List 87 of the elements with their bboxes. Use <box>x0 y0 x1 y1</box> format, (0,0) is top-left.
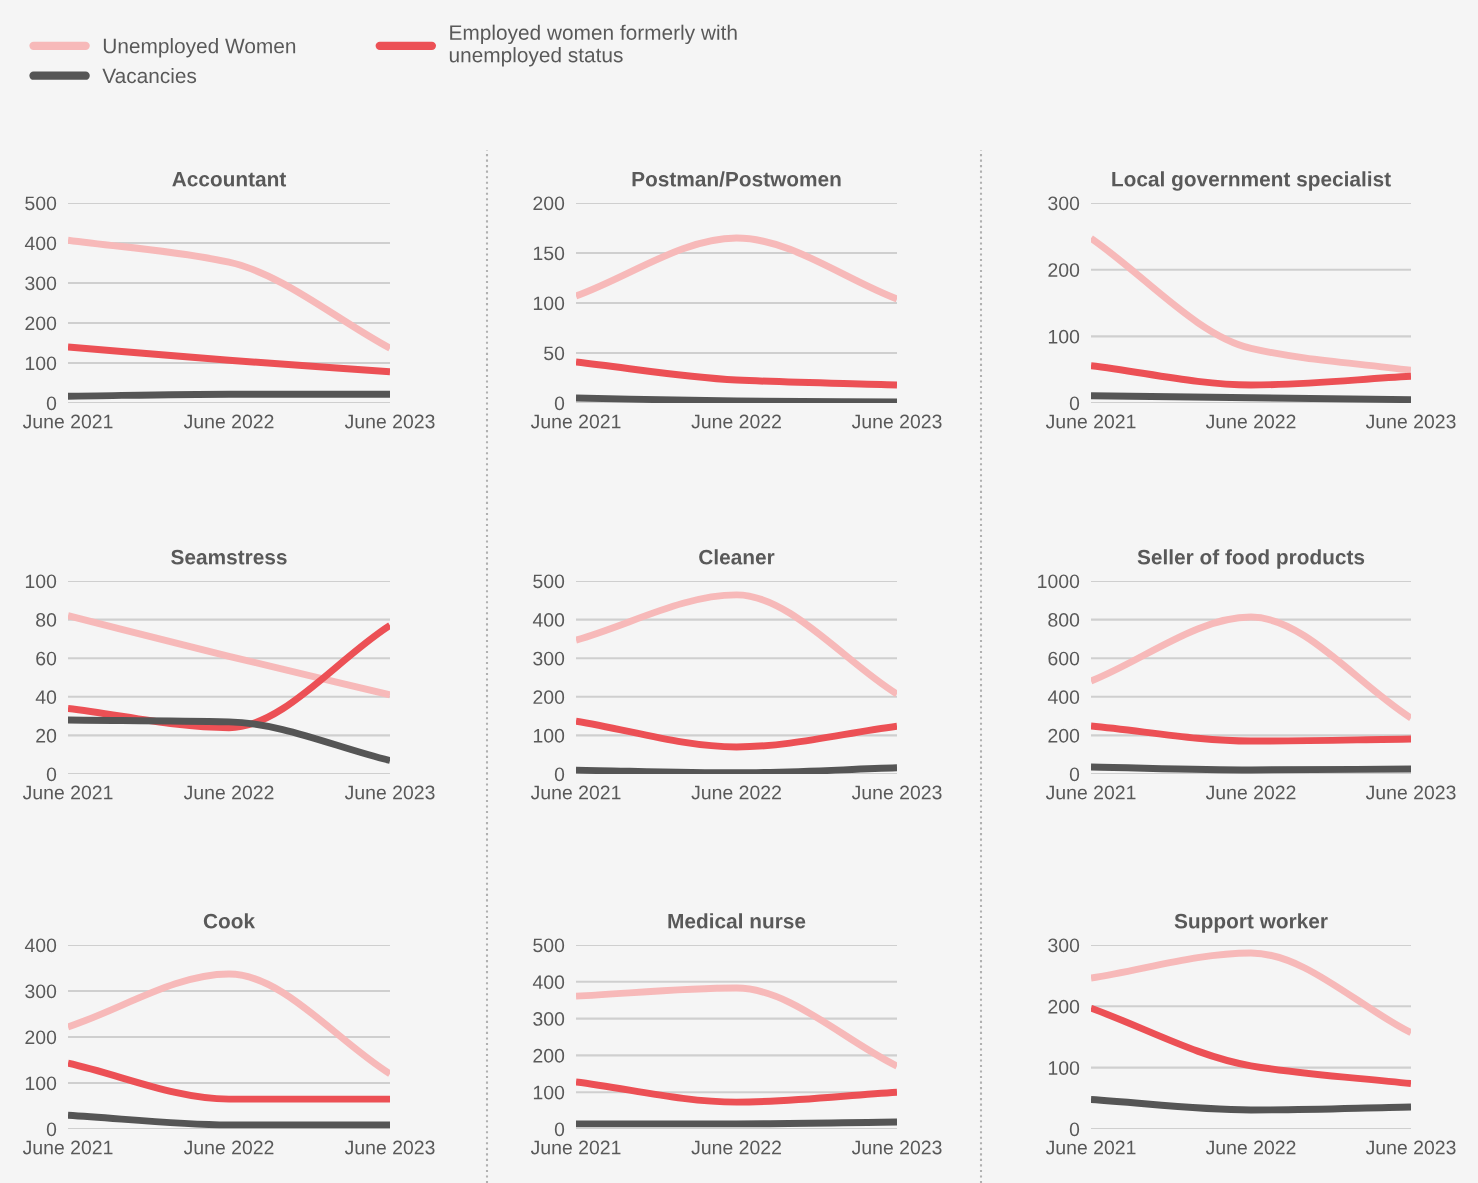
x-tick-label: June 2022 <box>1205 785 1296 800</box>
chart-title: Accountant <box>172 172 287 187</box>
x-tick-label: June 2021 <box>1045 414 1136 429</box>
y-tick-label: 150 <box>533 246 565 261</box>
x-tick-label: June 2023 <box>851 1140 942 1155</box>
y-tick-label: 80 <box>36 613 57 627</box>
x-tick-label: June 2021 <box>22 785 113 800</box>
x-tick-label: June 2021 <box>530 785 621 800</box>
y-tick-label: 300 <box>1048 196 1080 211</box>
y-tick-label: 100 <box>25 1076 57 1091</box>
y-tick-label: 0 <box>46 1122 57 1137</box>
chart-title: Seamstress <box>171 549 287 565</box>
x-tick-label: June 2021 <box>1045 785 1136 800</box>
x-tick-label: June 2021 <box>530 414 621 429</box>
y-tick-label: 400 <box>24 236 57 251</box>
x-tick-label: June 2023 <box>1365 785 1456 800</box>
x-tick-label: June 2022 <box>183 1140 274 1155</box>
x-tick-label: June 2023 <box>344 1140 435 1155</box>
x-tick-label: June 2022 <box>691 1140 781 1155</box>
x-tick-label: June 2022 <box>1205 1140 1296 1155</box>
legend-label: Vacancies <box>102 67 197 84</box>
y-tick-label: 200 <box>1048 728 1080 743</box>
y-tick-label: 600 <box>1048 651 1080 666</box>
y-tick-label: 0 <box>554 396 565 411</box>
x-tick-label: June 2022 <box>691 414 781 429</box>
y-tick-label: 20 <box>36 728 57 743</box>
x-tick-label: June 2023 <box>344 785 435 800</box>
y-tick-label: 100 <box>1048 1061 1080 1075</box>
y-tick-label: 1000 <box>1038 574 1080 589</box>
chart-title: Cook <box>203 913 256 929</box>
y-tick-label: 100 <box>25 356 57 371</box>
y-tick-label: 200 <box>533 196 565 211</box>
y-tick-label: 100 <box>533 296 565 311</box>
x-tick-label: June 2021 <box>1045 1140 1136 1155</box>
y-tick-label: 200 <box>1048 999 1080 1014</box>
chart-title: Postman/Postwomen <box>632 171 841 187</box>
y-tick-label: 200 <box>25 316 57 331</box>
y-tick-label: 200 <box>25 1030 57 1045</box>
y-tick-label: 300 <box>533 651 565 666</box>
y-tick-label: 100 <box>1048 329 1080 344</box>
y-tick-label: 500 <box>25 196 57 211</box>
x-tick-label: June 2022 <box>1205 414 1296 429</box>
x-tick-label: June 2023 <box>851 785 942 800</box>
chart-title: Medical nurse <box>668 913 806 929</box>
y-tick-label: 0 <box>1069 396 1080 411</box>
chart-title: Seller of food products <box>1137 549 1365 569</box>
x-tick-label: June 2023 <box>1365 1140 1456 1155</box>
x-tick-label: June 2023 <box>344 414 435 429</box>
y-tick-label: 200 <box>533 690 565 705</box>
y-tick-label: 0 <box>554 767 565 782</box>
y-tick-label: 60 <box>36 651 57 666</box>
y-tick-label: 400 <box>1047 690 1080 705</box>
y-tick-label: 0 <box>554 1122 565 1137</box>
chart-title: Local government specialist <box>1112 171 1391 191</box>
x-tick-label: June 2021 <box>22 1140 113 1155</box>
y-tick-label: 0 <box>1069 1122 1080 1137</box>
y-tick-label: 100 <box>533 1085 565 1100</box>
legend-label: Unemployed Women <box>103 38 296 58</box>
legend-label: Employed women formerly with unemployed status <box>449 24 737 67</box>
y-tick-label: 100 <box>25 574 57 589</box>
y-tick-label: 400 <box>532 613 565 627</box>
y-tick-label: 500 <box>533 938 565 953</box>
y-tick-label: 0 <box>46 396 57 411</box>
x-tick-label: June 2023 <box>851 414 942 429</box>
y-tick-label: 400 <box>532 975 565 990</box>
y-tick-label: 800 <box>1048 613 1080 627</box>
x-tick-label: June 2021 <box>22 414 113 429</box>
y-tick-label: 300 <box>25 276 57 291</box>
chart-title: Support worker <box>1174 913 1328 933</box>
y-tick-label: 40 <box>35 690 57 705</box>
y-tick-label: 50 <box>544 346 565 361</box>
y-tick-label: 0 <box>46 767 57 782</box>
y-tick-label: 0 <box>1069 767 1080 782</box>
y-tick-label: 300 <box>1048 938 1080 953</box>
y-tick-label: 500 <box>533 574 565 589</box>
y-tick-label: 400 <box>24 938 57 953</box>
y-tick-label: 200 <box>533 1048 565 1063</box>
y-tick-label: 300 <box>533 1012 565 1026</box>
y-tick-label: 100 <box>533 728 565 743</box>
x-tick-label: June 2022 <box>183 414 274 429</box>
x-tick-label: June 2023 <box>1365 414 1456 429</box>
y-tick-label: 300 <box>25 984 57 999</box>
x-tick-label: June 2021 <box>530 1140 621 1155</box>
y-tick-label: 200 <box>1048 263 1080 277</box>
x-tick-label: June 2022 <box>183 785 274 800</box>
x-tick-label: June 2022 <box>691 785 781 800</box>
chart-title: Cleaner <box>699 549 775 565</box>
